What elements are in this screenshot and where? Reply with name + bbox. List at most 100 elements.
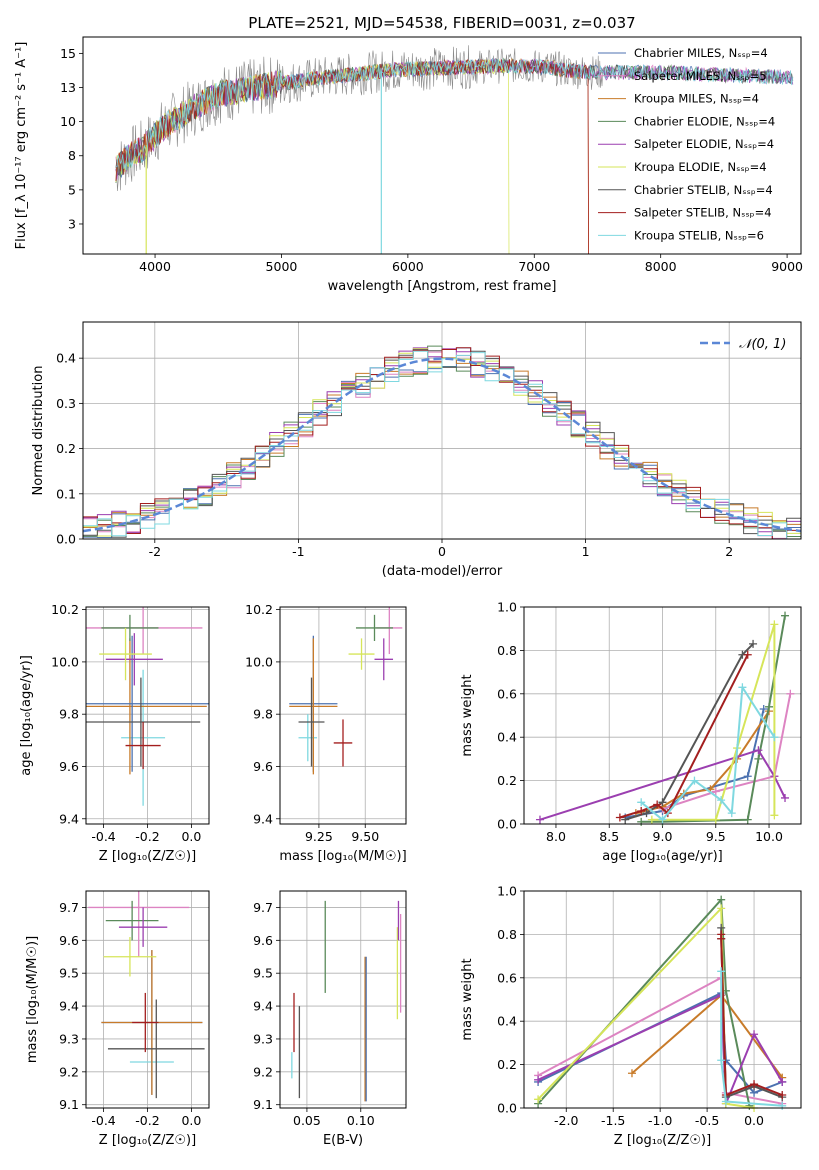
x-tick-label: 0.0: [181, 829, 201, 844]
x-axis-label: age [log₁₀(age/yr)]: [602, 849, 723, 864]
y-tick-label: 9.6: [59, 759, 79, 774]
weight-series-line: [662, 693, 792, 810]
weight-marker: [770, 620, 779, 629]
weight-marker: [743, 772, 752, 781]
x-tick-label: 9000: [771, 259, 803, 274]
axes-frame: [279, 890, 407, 1109]
weight-marker: [535, 815, 544, 824]
x-tick-label: -2.0: [554, 1113, 578, 1128]
x-axis-label: mass [log₁₀(M/M☉)]: [279, 849, 406, 864]
y-tick-label: 10.0: [245, 654, 273, 669]
chart-title: PLATE=2521, MJD=54538, FIBERID=0031, z=0…: [248, 14, 635, 32]
weight-marker: [781, 611, 790, 620]
x-axis-label: Z [log₁₀(Z/Z☉)]: [99, 849, 196, 864]
legend-label: Salpeter STELIB, Nₛₛₚ=4: [634, 206, 772, 220]
x-axis-label: (data-model)/error: [382, 564, 503, 579]
weight-marker: [743, 815, 752, 824]
legend-label: Kroupa MILES, Nₛₛₚ=4: [634, 92, 759, 106]
weight-marker: [711, 787, 720, 796]
weight-marker: [759, 704, 768, 713]
axes-frame: [523, 606, 802, 825]
y-tick-label: 9.8: [59, 707, 79, 722]
y-tick-label: 9.2: [253, 1064, 273, 1079]
y-tick-label: 9.5: [253, 966, 273, 981]
y-tick-label: 9.4: [59, 811, 79, 826]
weight-marker: [711, 815, 720, 824]
x-tick-label: -0.2: [135, 829, 159, 844]
weight-marker: [615, 813, 624, 822]
weight-marker: [750, 1080, 759, 1089]
x-tick-label: -0.2: [135, 1113, 159, 1128]
x-tick-label: -0.4: [91, 829, 115, 844]
y-axis-label: Normed distribution: [31, 366, 46, 496]
histogram-step-line: [83, 347, 801, 539]
weight-marker: [717, 796, 726, 805]
weight-series-line: [537, 898, 751, 1107]
mass-vs-metallicity-panel: -0.4 -0.2 0.0 9.1 9.2 9.3 9.4 9.5 9.6 9.7 Z [log₁₀…: [25, 890, 210, 1148]
weight-marker: [770, 733, 779, 742]
axes-frame: [85, 606, 210, 825]
y-axis-label: mass weight: [460, 958, 475, 1040]
y-tick-label: 0.6: [497, 686, 517, 701]
weight-series-line: [640, 686, 776, 821]
mass-vs-ebv-panel: 0.05 0.10 9.1 9.2 9.3 9.4 9.5 9.6 9.7 E(B-V): [253, 890, 407, 1148]
weight-marker: [717, 967, 726, 976]
axes-frame: [85, 890, 210, 1109]
y-tick-label: 0.8: [497, 643, 517, 658]
spectrum-model-line: [115, 58, 510, 254]
x-tick-label: 2: [725, 544, 733, 559]
weight-marker: [781, 793, 790, 802]
x-tick-label: 8.5: [599, 829, 619, 844]
age-vs-metallicity-panel: -0.4 -0.2 0.0 9.4 9.6 9.8 10.0 10.2 Z [log₁₀(Z/Z…: [19, 602, 210, 864]
weight-marker: [770, 811, 779, 820]
weight-marker: [721, 1097, 730, 1106]
x-axis-label: wavelength [Angstrom, rest frame]: [328, 279, 557, 294]
weight-marker: [754, 746, 763, 755]
x-tick-label: 9.25: [305, 829, 333, 844]
x-tick-label: 4000: [139, 259, 171, 274]
y-tick-label: 9.3: [253, 1031, 273, 1046]
y-tick-label: 9.4: [253, 811, 273, 826]
y-tick-label: 1.0: [497, 600, 517, 615]
axes-frame: [82, 36, 802, 255]
x-tick-label: -0.5: [695, 1113, 719, 1128]
age-vs-mass-panel: 9.25 9.50 9.4 9.6 9.8 10.0 10.2 mass [log₁₀(M/M…: [245, 602, 407, 864]
y-tick-label: 9.1: [253, 1097, 273, 1112]
weight-marker: [717, 895, 726, 904]
y-tick-label: 0.4: [497, 1014, 517, 1029]
legend-label: Chabrier STELIB, Nₛₛₚ=4: [634, 183, 773, 197]
y-tick-label: 0.3: [56, 396, 76, 411]
legend-label: Kroupa STELIB, Nₛₛₚ=6: [634, 228, 764, 242]
y-tick-label: 0.6: [497, 970, 517, 985]
weight-marker: [627, 1069, 636, 1078]
y-tick-label: 8: [68, 148, 76, 163]
axes-frame: [279, 606, 407, 825]
weight-marker: [749, 639, 758, 648]
x-tick-label: 9.50: [351, 829, 379, 844]
weight-marker: [754, 754, 763, 763]
x-tick-label: -1.5: [601, 1113, 625, 1128]
y-tick-label: 0.0: [56, 532, 76, 547]
residuals-panel: -2 -1 0 1 2 0.0 0.1 0.2 0.3 0.4 (data-model)/error…: [31, 321, 802, 579]
y-tick-label: 9.4: [59, 999, 79, 1014]
y-tick-label: 0.0: [497, 817, 517, 832]
weight-marker: [717, 1056, 726, 1065]
weight-marker: [647, 815, 656, 824]
y-tick-label: 1.0: [497, 884, 517, 899]
axes-frame: [82, 321, 802, 540]
y-tick-label: 3: [68, 216, 76, 231]
weight-marker: [743, 650, 752, 659]
y-tick-label: 9.5: [59, 966, 79, 981]
y-tick-label: 9.2: [59, 1064, 79, 1079]
spectrum-panel: 4000 5000 6000 7000 8000 9000 3 5 8 10 13 15 wavelen…: [14, 14, 803, 294]
x-tick-label: 10.0: [755, 829, 783, 844]
spectrum-model-line: [115, 58, 589, 254]
y-axis-label: mass [log₁₀(M/M☉)]: [25, 936, 40, 1063]
legend-label: Kroupa ELODIE, Nₛₛₚ=4: [634, 160, 767, 174]
legend-label: Chabrier ELODIE, Nₛₛₚ=4: [634, 114, 775, 128]
x-tick-label: 0.05: [293, 1113, 321, 1128]
x-tick-label: 0.0: [744, 1113, 764, 1128]
y-tick-label: 9.7: [253, 900, 273, 915]
legend-label: Salpeter ELODIE, Nₛₛₚ=4: [634, 137, 774, 151]
axes-frame: [523, 890, 802, 1109]
